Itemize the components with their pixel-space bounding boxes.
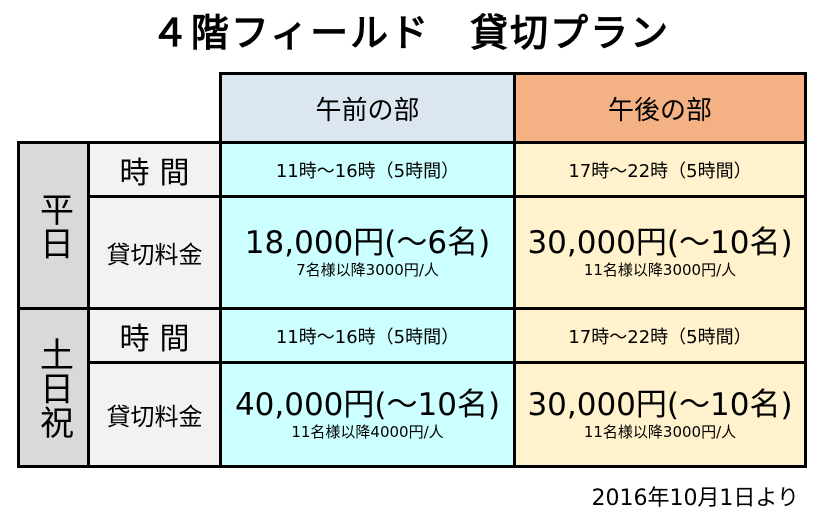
holiday-morning-price: 40,000円(～10名) — [234, 387, 501, 424]
holiday-label: 土日祝 — [33, 336, 74, 439]
weekday-time-label: 時間 — [119, 155, 200, 191]
holiday-afternoon-time-text: 17時～22時（5時間） — [568, 326, 752, 348]
holiday-fee-label-cell: 貸切料金 — [87, 361, 222, 468]
weekday-morning-time-text: 11時～16時（5時間） — [275, 160, 460, 182]
effective-date: 2016年10月1日より — [591, 486, 799, 511]
weekday-morning-time: 11時～16時（5時間） — [219, 141, 516, 198]
weekday-morning-note: 7名様以降3000円/人 — [296, 260, 439, 279]
weekday-afternoon-time-text: 17時～22時（5時間） — [568, 160, 752, 182]
weekday-afternoon-note: 11名様以降3000円/人 — [583, 260, 737, 279]
weekday-label: 平日 — [33, 191, 74, 260]
weekday-afternoon-fee: 30,000円(～10名) 11名様以降3000円/人 — [513, 195, 807, 310]
holiday-morning-time: 11時～16時（5時間） — [219, 307, 516, 364]
header-afternoon-label: 午後の部 — [607, 95, 712, 126]
weekday-afternoon-time: 17時～22時（5時間） — [513, 141, 807, 198]
weekday-morning-price: 18,000円(～6名) — [244, 225, 491, 262]
weekday-afternoon-price: 30,000円(～10名) — [527, 225, 793, 262]
weekday-fee-label-cell: 貸切料金 — [87, 195, 222, 310]
weekday-morning-fee: 18,000円(～6名) 7名様以降3000円/人 — [219, 195, 516, 310]
header-afternoon: 午後の部 — [513, 72, 807, 144]
holiday-afternoon-fee: 30,000円(～10名) 11名様以降3000円/人 — [513, 361, 807, 468]
header-morning: 午前の部 — [219, 72, 516, 144]
holiday-afternoon-time: 17時～22時（5時間） — [513, 307, 807, 364]
weekday-time-label-cell: 時間 — [87, 141, 222, 198]
holiday-time-label-cell: 時間 — [87, 307, 222, 364]
holiday-morning-time-text: 11時～16時（5時間） — [275, 326, 460, 348]
holiday-time-label: 時間 — [119, 321, 200, 357]
holiday-morning-note: 11名様以降4000円/人 — [291, 422, 444, 441]
weekday-fee-label: 貸切料金 — [106, 241, 203, 269]
header-morning-label: 午前の部 — [315, 95, 420, 126]
holiday-morning-fee: 40,000円(～10名) 11名様以降4000円/人 — [219, 361, 516, 468]
weekday-label-cell: 平日 — [17, 141, 90, 310]
page-title: ４階フィールド 貸切プラン — [150, 11, 671, 55]
holiday-label-cell: 土日祝 — [17, 307, 90, 468]
holiday-afternoon-note: 11名様以降3000円/人 — [583, 422, 737, 441]
holiday-fee-label: 貸切料金 — [106, 403, 203, 431]
holiday-afternoon-price: 30,000円(～10名) — [527, 387, 793, 424]
